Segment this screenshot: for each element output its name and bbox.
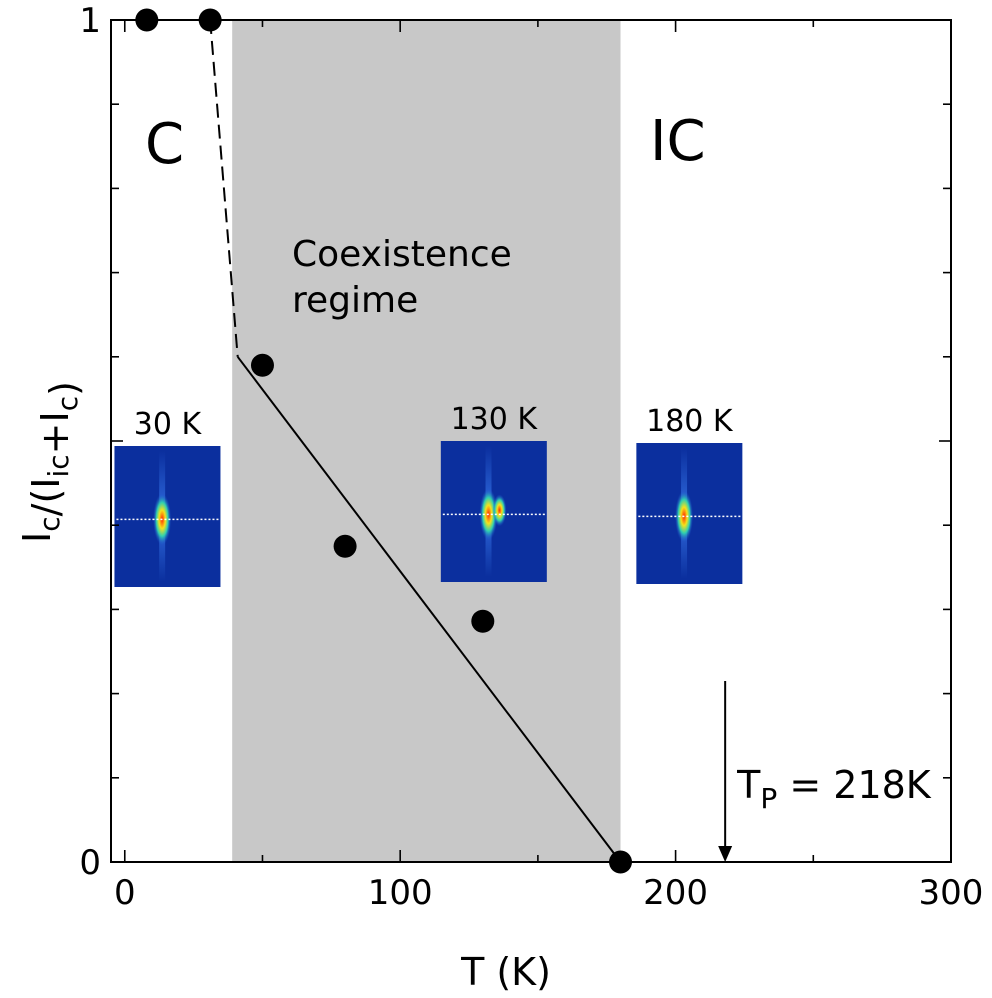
tp-annotation: TP = 218K	[736, 763, 932, 815]
dashed-guide-line	[209, 19, 239, 357]
diffraction-inset	[440, 441, 547, 582]
tp-arrow-head	[718, 846, 733, 862]
x-tick-label: 300	[919, 873, 984, 913]
diffraction-inset	[636, 443, 743, 584]
coexistence-label-line1: Coexistence	[292, 234, 512, 275]
coexistence-region	[232, 20, 621, 862]
data-point	[333, 534, 357, 558]
x-tick-label: 0	[114, 873, 136, 913]
inset-temperature-label: 30 K	[134, 407, 203, 442]
data-point	[609, 850, 633, 874]
data-point	[198, 8, 222, 32]
region-label-ic: IC	[650, 109, 706, 174]
region-label-c: C	[145, 112, 184, 177]
x-tick-label: 100	[368, 873, 433, 913]
y-tick-label: 0	[79, 843, 101, 883]
diffraction-inset	[114, 446, 221, 587]
coexistence-label-line2: regime	[292, 280, 418, 321]
data-point	[250, 353, 274, 377]
x-tick-label: 200	[643, 873, 708, 913]
y-axis-title: Ic/(Iic+Ic)	[15, 381, 86, 543]
x-axis-title: T (K)	[460, 950, 551, 994]
y-tick-label: 1	[79, 1, 101, 41]
inset-temperature-label: 130 K	[451, 402, 539, 437]
data-point	[471, 609, 495, 633]
inset-temperature-label: 180 K	[646, 404, 734, 439]
data-point	[135, 8, 159, 32]
solid-fit-line	[236, 356, 622, 863]
inset-peak-secondary	[492, 494, 507, 527]
